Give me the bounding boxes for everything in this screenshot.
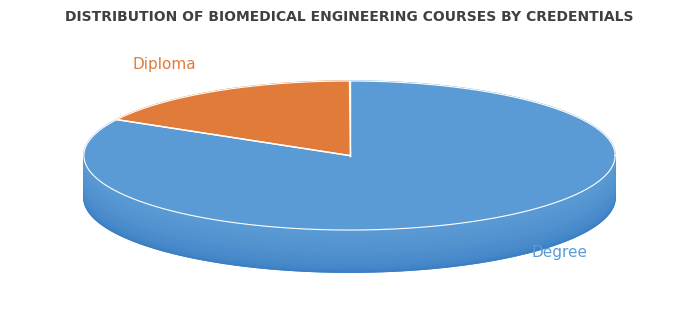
Polygon shape: [84, 156, 615, 232]
Polygon shape: [84, 156, 615, 272]
Polygon shape: [84, 189, 615, 265]
Polygon shape: [84, 187, 615, 263]
Polygon shape: [84, 171, 615, 248]
Polygon shape: [84, 176, 615, 252]
Polygon shape: [84, 195, 615, 272]
Polygon shape: [84, 193, 615, 270]
Polygon shape: [84, 160, 615, 237]
Polygon shape: [84, 156, 615, 230]
Polygon shape: [117, 81, 350, 156]
Polygon shape: [84, 173, 615, 250]
Polygon shape: [84, 182, 615, 259]
Text: Diploma: Diploma: [133, 57, 196, 72]
Text: Degree: Degree: [531, 245, 587, 260]
Text: DISTRIBUTION OF BIOMEDICAL ENGINEERING COURSES BY CREDENTIALS: DISTRIBUTION OF BIOMEDICAL ENGINEERING C…: [65, 10, 634, 24]
Polygon shape: [84, 191, 615, 268]
Polygon shape: [84, 184, 615, 261]
Polygon shape: [84, 178, 615, 254]
Polygon shape: [84, 162, 615, 239]
Polygon shape: [84, 158, 615, 235]
Polygon shape: [84, 169, 615, 246]
Polygon shape: [84, 167, 615, 243]
Polygon shape: [84, 164, 615, 241]
Polygon shape: [84, 81, 615, 230]
Polygon shape: [84, 180, 615, 257]
Ellipse shape: [84, 123, 615, 272]
